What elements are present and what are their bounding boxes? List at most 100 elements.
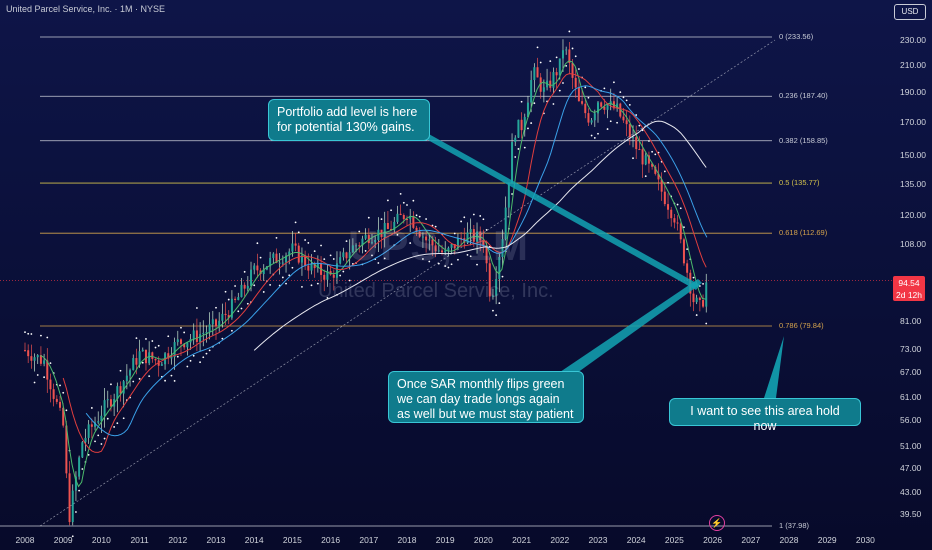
candle-body — [62, 407, 65, 426]
candle — [383, 211, 386, 248]
sar-dot — [578, 68, 580, 70]
candle-body — [593, 113, 596, 121]
candle-body — [425, 236, 428, 241]
candle-body — [265, 266, 268, 270]
candle — [437, 239, 440, 253]
candle — [552, 67, 555, 94]
y-tick-label: 43.00 — [900, 486, 922, 497]
candle-body — [450, 244, 453, 248]
candle-body — [30, 356, 33, 361]
candle-body — [195, 330, 198, 342]
candle-body — [495, 279, 498, 296]
candle — [307, 253, 310, 280]
candle-body — [259, 270, 262, 275]
sar-dot — [132, 380, 135, 383]
candle-body — [670, 209, 673, 219]
candle — [291, 231, 294, 257]
candle — [160, 362, 163, 366]
bar-countdown: 2d 12h — [896, 290, 922, 300]
candle — [702, 294, 705, 309]
candle-body — [348, 252, 351, 259]
sar-dot — [36, 374, 39, 376]
callout-hold-area[interactable]: I want to see this area hold now — [669, 398, 861, 433]
sar-dot — [78, 489, 81, 492]
candle-body — [558, 58, 561, 76]
candle — [679, 218, 682, 244]
callout-2-pointer — [560, 279, 702, 378]
candle — [574, 66, 577, 98]
sar-dot — [530, 122, 533, 124]
lightning-icon[interactable]: ⚡ — [709, 515, 725, 531]
sar-dot — [552, 103, 555, 105]
y-tick-label: 230.00 — [900, 35, 926, 46]
chart-title: United Parcel Service, Inc. · 1M · NYSE — [6, 4, 166, 14]
candle-body — [577, 87, 580, 102]
x-tick-label: 2029 — [817, 535, 837, 545]
candle — [425, 229, 428, 253]
candle-body — [183, 343, 186, 348]
candle-body — [144, 349, 147, 364]
candle-body — [351, 245, 354, 253]
y-tick-label: 170.00 — [900, 116, 926, 127]
callout-sar-flip[interactable]: Once SAR monthly flips green we can day … — [388, 371, 584, 423]
x-tick-label: 2018 — [397, 535, 417, 545]
sar-dot — [396, 233, 399, 236]
currency-button[interactable]: USD — [894, 4, 926, 20]
candle-body — [542, 87, 545, 92]
candle-body — [616, 103, 619, 109]
candle-body — [574, 77, 577, 88]
sar-dot — [307, 242, 310, 244]
candle-body — [447, 247, 450, 251]
sar-dot — [59, 384, 61, 387]
sar-dot — [457, 258, 459, 261]
sar-dot — [234, 285, 237, 287]
candle — [635, 125, 638, 160]
candle — [119, 381, 122, 402]
candle-body — [281, 262, 284, 264]
candle-body — [498, 256, 501, 280]
candle-body — [49, 379, 52, 390]
sar-dot — [323, 258, 326, 261]
sar-dot — [587, 96, 590, 99]
candle-body — [122, 381, 125, 394]
x-tick-label: 2012 — [168, 535, 188, 545]
candle-body — [65, 425, 68, 474]
y-tick-label: 47.00 — [900, 462, 922, 473]
sar-dot — [30, 333, 33, 335]
sar-dot — [75, 511, 77, 513]
callout-portfolio-add-level[interactable]: Portfolio add level is here for potentia… — [268, 99, 430, 141]
candle-body — [606, 104, 609, 110]
sar-dot — [399, 192, 402, 195]
candle-body — [221, 313, 224, 321]
y-tick-label: 150.00 — [900, 150, 926, 161]
sar-dot — [332, 258, 335, 260]
candle-body — [154, 358, 157, 361]
candle-body — [256, 265, 259, 271]
fib-label-0: 0 (233.56) — [779, 32, 814, 41]
callout-1-pointer — [410, 128, 700, 290]
candle — [625, 110, 628, 137]
sar-dot — [606, 128, 609, 130]
candle — [186, 342, 189, 356]
candle — [549, 71, 552, 92]
sar-dot — [383, 257, 386, 260]
candle-body — [234, 298, 237, 301]
candle-body — [237, 297, 240, 301]
candle — [393, 216, 396, 235]
candle — [644, 151, 647, 166]
candle-body — [97, 421, 100, 423]
x-tick-label: 2022 — [550, 535, 570, 545]
candle-body — [421, 236, 424, 238]
candle-body — [456, 237, 459, 249]
y-tick-label: 190.00 — [900, 86, 926, 97]
candle — [542, 79, 545, 103]
candle-body — [488, 263, 491, 297]
candle-body — [526, 102, 529, 118]
candle-body — [402, 215, 405, 220]
candle-body — [628, 124, 631, 138]
sar-dot — [294, 221, 297, 224]
candle — [402, 213, 405, 224]
sar-dot — [644, 175, 647, 178]
candle-body — [59, 401, 62, 408]
